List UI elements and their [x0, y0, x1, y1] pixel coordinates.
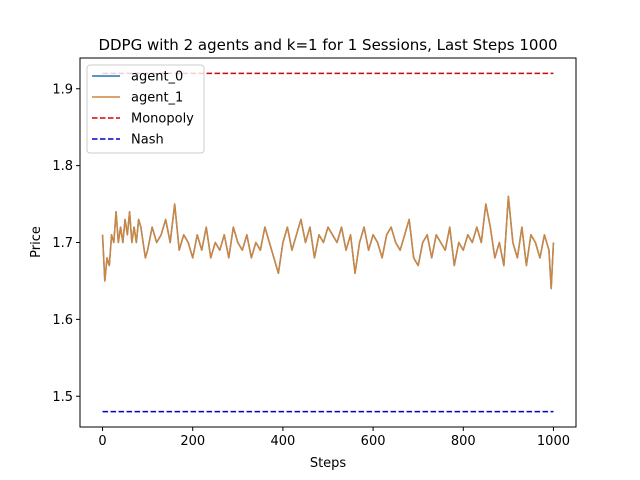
- legend-label-monopoly: Monopoly: [131, 112, 194, 127]
- chart-legend: agent_0 agent_1 Monopoly Nash: [86, 64, 205, 154]
- x-tick-label: 800: [451, 434, 476, 449]
- x-tick-label: 200: [180, 434, 205, 449]
- x-tick-label: 600: [361, 434, 386, 449]
- x-axis-label: Steps: [310, 456, 347, 471]
- x-tick-label: 400: [270, 434, 295, 449]
- y-tick-label: 1.5: [52, 390, 73, 405]
- legend-label-nash: Nash: [131, 133, 164, 148]
- legend-label-agent-1: agent_1: [131, 91, 183, 106]
- x-tick-label: 1000: [537, 434, 570, 449]
- x-tick-label: 0: [98, 434, 106, 449]
- chart-title: DDPG with 2 agents and k=1 for 1 Session…: [98, 36, 557, 54]
- y-tick-label: 1.8: [52, 159, 73, 174]
- legend-label-agent-0: agent_0: [131, 70, 183, 85]
- x-axis-ticks: 0 200 400 600 800 1000: [98, 427, 570, 449]
- series-line-agent-1: [101, 195, 555, 290]
- y-tick-label: 1.9: [52, 82, 73, 97]
- y-axis-ticks: 1.5 1.6 1.7 1.8 1.9: [52, 82, 80, 405]
- y-tick-label: 1.7: [52, 236, 73, 251]
- legend-box: [86, 64, 205, 154]
- y-tick-label: 1.6: [52, 313, 73, 328]
- y-axis-label: Price: [29, 226, 44, 258]
